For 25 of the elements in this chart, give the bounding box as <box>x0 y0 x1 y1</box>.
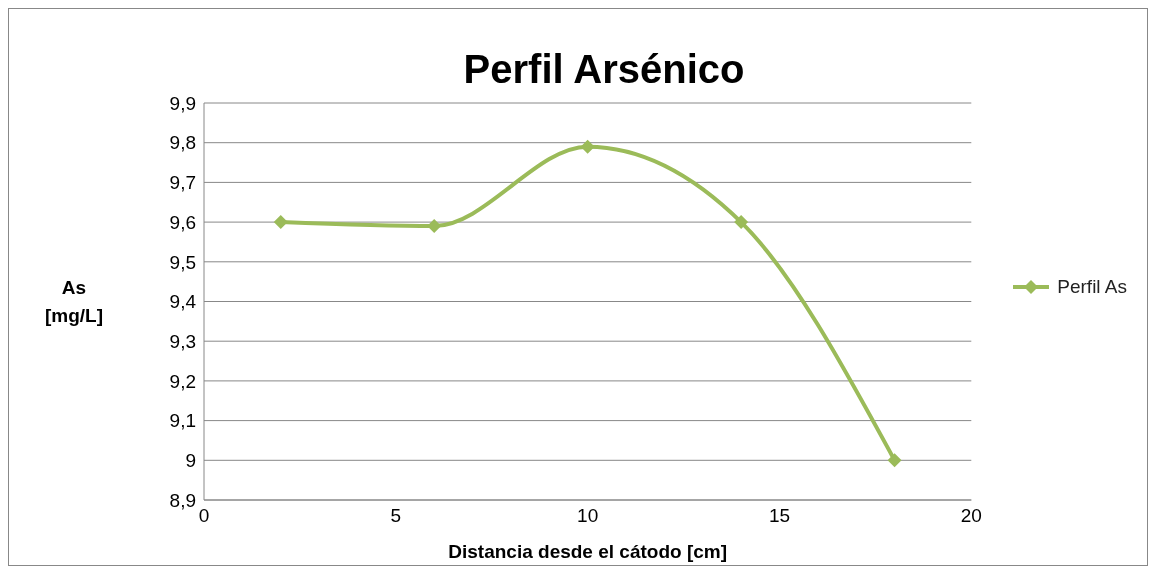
y-tick-label: 9 <box>185 450 196 472</box>
chart-title: Perfil Arsénico <box>462 47 746 92</box>
y-tick-label: 9,1 <box>169 410 196 432</box>
x-tick-label: 15 <box>768 505 791 526</box>
y-tick-label: 9,8 <box>169 132 196 154</box>
y-axis-title: As [mg/L] <box>43 276 104 328</box>
x-tick-label: 10 <box>577 505 599 526</box>
x-tick-label: 5 <box>390 505 402 526</box>
y-tick-label: 9,5 <box>169 251 196 273</box>
x-axis-title: Distancia desde el cátodo [cm] <box>448 541 728 562</box>
point <box>887 453 902 468</box>
y-tick-label: 9,9 <box>169 92 196 114</box>
point <box>427 219 442 234</box>
x-tick-label: 0 <box>198 505 210 526</box>
x-tick-label: 20 <box>960 505 982 526</box>
point <box>273 215 288 230</box>
legend-label: Perfil As <box>1057 276 1127 298</box>
y-tick-label: 9,4 <box>169 291 197 313</box>
y-tick-label: 9,3 <box>169 330 196 352</box>
y-tick-label: 9,2 <box>169 370 196 392</box>
y-tick-label: 9,6 <box>169 211 196 233</box>
point <box>580 139 595 154</box>
point <box>734 215 749 230</box>
y-tick-label: 9,7 <box>169 172 196 194</box>
y-tick-label: 8,9 <box>169 489 196 511</box>
